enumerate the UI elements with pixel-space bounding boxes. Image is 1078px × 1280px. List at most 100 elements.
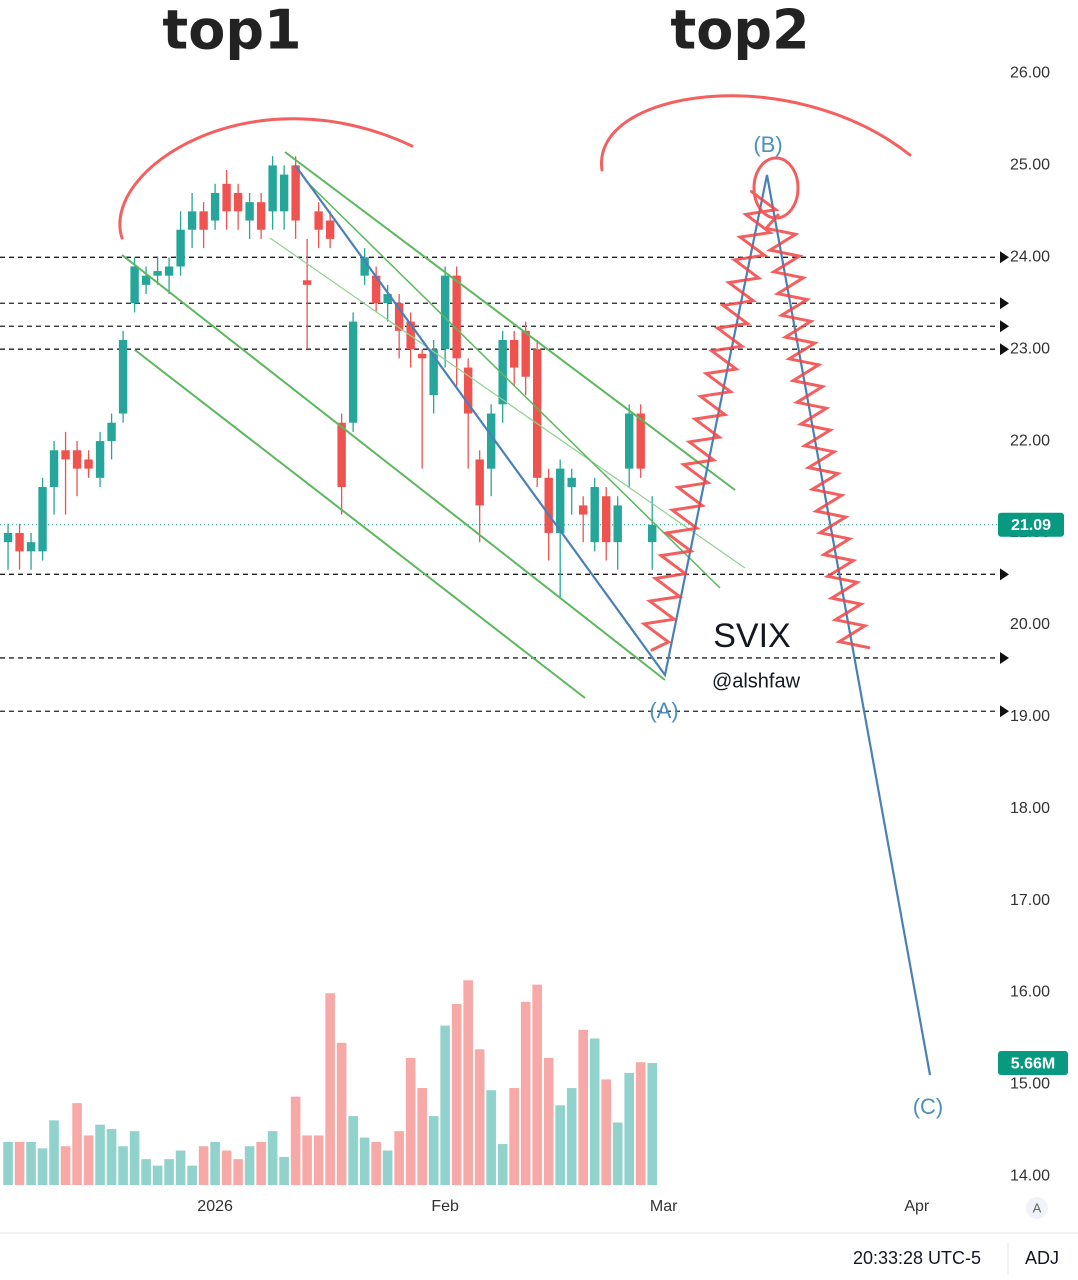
candle-body (130, 266, 139, 304)
volume-bar (118, 1146, 128, 1185)
volume-bar (578, 1029, 588, 1185)
candle-body (84, 459, 93, 469)
channel-line (284, 151, 736, 491)
candle-body (268, 165, 277, 212)
volume-bar (290, 1096, 301, 1185)
candle-body (498, 340, 507, 405)
volume-bar (647, 1063, 658, 1185)
candle-body (371, 275, 381, 304)
candle-body (463, 367, 473, 414)
candle-body (314, 211, 323, 230)
volume-bar (612, 1122, 623, 1185)
channel-line (134, 349, 586, 699)
volume-bar (359, 1137, 370, 1185)
candle-body (578, 505, 588, 515)
adj-button[interactable]: ADJ (1025, 1248, 1059, 1268)
candle-body (245, 202, 254, 221)
top2-label: top2 (670, 0, 809, 62)
scale-button[interactable] (1026, 1197, 1048, 1219)
volume-bar (405, 1057, 416, 1185)
volume-bar (635, 1062, 646, 1185)
candle-body (141, 275, 151, 285)
candle-body (187, 211, 197, 230)
symbol: SVIX (713, 617, 790, 655)
level-arrow (1000, 251, 1009, 264)
candle-body (475, 459, 484, 506)
volume-bar (95, 1124, 105, 1185)
volume-bar (106, 1128, 117, 1185)
candle-body (222, 183, 231, 212)
level-arrow (1000, 651, 1009, 664)
wave-label: (C) (913, 1094, 944, 1119)
y-tick-label: 17.00 (1010, 892, 1050, 909)
volume-bar (233, 1159, 243, 1185)
candle-body (302, 280, 312, 285)
volume-pane (3, 980, 658, 1185)
candle-body (61, 450, 70, 460)
volume-bar (37, 1148, 48, 1185)
volume-bar (624, 1072, 635, 1185)
scale-button-label[interactable]: A (1033, 1200, 1042, 1215)
candles (3, 156, 657, 598)
author: @alshfaw (712, 670, 801, 692)
top1-label: top1 (162, 0, 301, 62)
candle-body (233, 192, 243, 212)
scribble (763, 213, 871, 650)
x-tick-label: 2026 (197, 1198, 233, 1215)
volume-bar (49, 1120, 59, 1185)
candle-body (625, 413, 634, 469)
candle-body (291, 165, 300, 221)
clock: 20:33:28 UTC-5 (853, 1248, 981, 1268)
candle-body (176, 229, 185, 267)
volume-bar (348, 1116, 358, 1185)
volume-bar (463, 980, 473, 1185)
volume-bar (175, 1150, 186, 1185)
wave-label: (A) (649, 698, 678, 723)
candle-body (636, 413, 645, 469)
candle-body (521, 330, 530, 377)
volume-bar (221, 1150, 232, 1185)
y-tick-label: 19.00 (1010, 708, 1050, 725)
volume-bar (26, 1141, 36, 1185)
channel-line (121, 254, 666, 681)
volume-bar (152, 1165, 163, 1185)
volume-bar (141, 1159, 151, 1185)
x-tick-label: Mar (650, 1198, 678, 1215)
y-tick-label: 23.00 (1010, 340, 1050, 357)
candle-body (452, 275, 461, 359)
y-tick-label: 18.00 (1010, 800, 1050, 817)
y-tick-label: 20.00 (1010, 616, 1050, 633)
candle-body (417, 353, 427, 359)
candle-body (95, 441, 105, 478)
volume-bar (589, 1038, 600, 1185)
volume-bar (566, 1088, 577, 1185)
volume-bar (313, 1135, 324, 1185)
candle-body (440, 275, 450, 350)
volume-bar (532, 984, 542, 1185)
scribble (640, 190, 780, 652)
candle-body (279, 174, 289, 212)
volume-bar (14, 1141, 25, 1185)
top-arc (600, 94, 912, 172)
level-arrow (1000, 343, 1009, 356)
candle-body (118, 340, 128, 414)
level-arrow (1000, 705, 1009, 718)
axes: 14.0015.0016.0017.0018.0019.0020.0021.00… (197, 65, 1068, 1215)
candle-body (38, 487, 47, 552)
candle-body (72, 450, 82, 469)
top-arc (118, 117, 414, 240)
candle-body (325, 220, 335, 239)
volume-bar (302, 1135, 312, 1185)
volume-bar (486, 1090, 496, 1185)
candle-body (486, 413, 496, 469)
volume-bar (382, 1150, 393, 1185)
x-tick-label: Apr (904, 1198, 930, 1215)
wave-line (294, 164, 932, 1076)
volume-bar (267, 1131, 278, 1185)
volume-bar (164, 1159, 174, 1185)
candle-body (383, 294, 392, 304)
volume-bar (60, 1146, 71, 1185)
candle-body (429, 349, 438, 396)
volume-bar (279, 1156, 289, 1185)
